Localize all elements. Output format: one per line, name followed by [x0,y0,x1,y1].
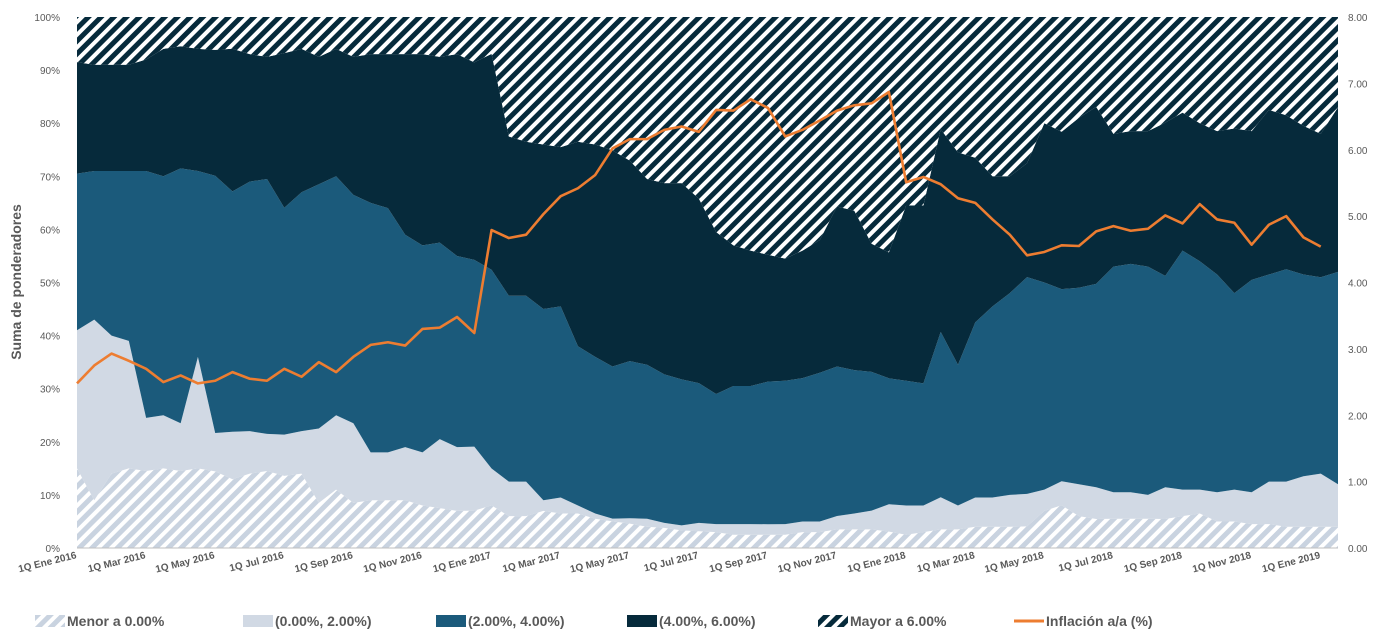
y2-tick-label: 4.00 [1348,279,1368,290]
y-axis-title: Suma de ponderadores [8,204,24,360]
y2-tick-label: 5.00 [1348,212,1368,223]
x-tick-label: 1Q Sep 2017 [708,550,769,575]
x-tick-label: 1Q Nov 2016 [362,550,423,575]
y-axis-left: 0% 10% 20% 30% 40% 50% 60% 70% 80% 90% 100% [34,13,60,555]
y-tick-label: 80% [40,119,60,130]
y2-tick-label: 3.00 [1348,345,1368,356]
y2-tick-label: 2.00 [1348,411,1368,422]
x-tick-label: 1Q Jul 2018 [1058,550,1115,574]
inflation-line [76,90,1322,385]
y-tick-label: 100% [34,13,60,24]
y-tick-label: 90% [40,66,60,77]
x-tick-label: 1Q May 2016 [154,550,216,575]
x-tick-label: 1Q Jul 2016 [228,550,285,574]
legend-label: Inflación a/a (%) [1046,613,1153,629]
y-tick-label: 40% [40,332,60,343]
x-tick-label: 1Q Jul 2017 [643,550,700,574]
legend-label: Menor a 0.00% [67,613,165,629]
x-tick-label: 1Q Nov 2017 [777,550,838,575]
x-tick-label: 1Q Sep 2016 [294,550,355,575]
legend-label: (0.00%, 2.00%) [275,613,372,629]
y-tick-label: 70% [40,172,60,183]
y2-tick-label: 6.00 [1348,146,1368,157]
y-tick-label: 50% [40,279,60,290]
x-tick-label: 1Q Mar 2018 [916,550,976,575]
x-tick-label: 1Q Mar 2017 [502,550,562,575]
legend-item-b2_4: (2.00%, 4.00%) [436,613,565,629]
legend-swatch [243,615,273,627]
x-tick-label: 1Q Ene 2019 [1261,550,1322,575]
area-menor [77,468,1338,548]
y-tick-label: 20% [40,438,60,449]
x-tick-label: 1Q Nov 2018 [1191,550,1252,575]
inflation-line-group [76,90,1322,385]
x-tick-label: 1Q Mar 2016 [87,550,147,575]
y-axis-right: 0.00 1.00 2.00 3.00 4.00 5.00 6.00 7.00 8.00 [1348,13,1368,555]
y-tick-label: 30% [40,385,60,396]
y-tick-label: 10% [40,491,60,502]
legend-label: (4.00%, 6.00%) [659,613,756,629]
legend-item-mayor: Mayor a 6.00% [818,613,947,629]
x-tick-label: 1Q Ene 2017 [432,550,493,575]
stacked-areas [77,17,1338,548]
legend-swatch [627,615,657,627]
legend-item-menor: Menor a 0.00% [35,613,165,629]
legend-swatch [35,615,65,627]
x-tick-label: 1Q Ene 2018 [846,550,907,575]
x-axis: 1Q Ene 2016 1Q Mar 2016 1Q May 2016 1Q Jul … [17,547,1338,576]
area-b0_2 [77,319,1338,535]
y2-tick-label: 0.00 [1348,544,1368,555]
y2-tick-label: 1.00 [1348,478,1368,489]
legend-label: Mayor a 6.00% [850,613,947,629]
y2-tick-label: 7.00 [1348,79,1368,90]
area-mayor [77,17,1338,259]
area-b2_4 [77,168,1338,526]
area-b4_6 [77,46,1338,395]
x-tick-label: 1Q Sep 2018 [1123,550,1184,575]
legend-label: (2.00%, 4.00%) [468,613,565,629]
legend-swatch [436,615,466,627]
legend: Menor a 0.00% (0.00%, 2.00%) (2.00%, 4.00%… [35,613,1153,629]
legend-item-inflacion: Inflación a/a (%) [1014,613,1153,629]
y-tick-label: 0% [46,544,61,555]
y-tick-label: 60% [40,225,60,236]
legend-swatch [818,615,848,627]
x-tick-label: 1Q May 2017 [569,550,631,575]
legend-item-b4_6: (4.00%, 6.00%) [627,613,756,629]
y2-tick-label: 8.00 [1348,13,1368,24]
legend-item-b0_2: (0.00%, 2.00%) [243,613,372,629]
x-tick-label: 1Q May 2018 [984,550,1046,575]
